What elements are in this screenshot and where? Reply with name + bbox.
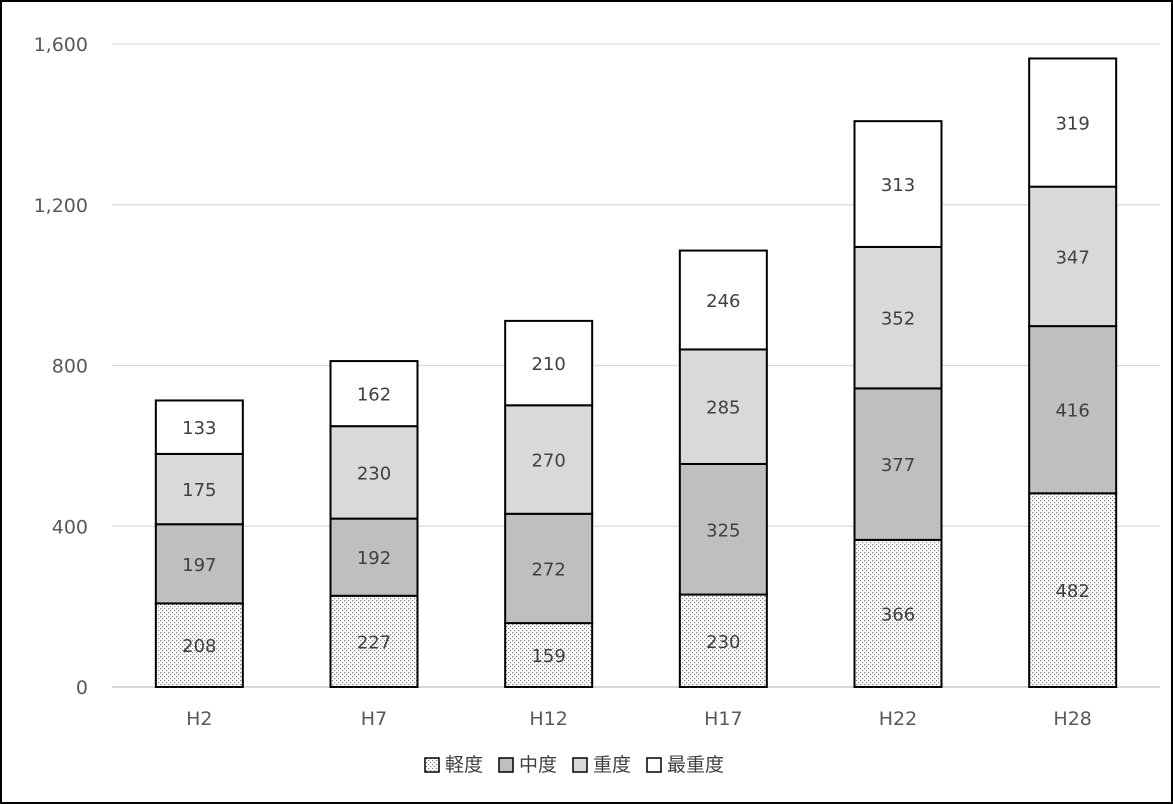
data-label: 159 (531, 646, 565, 667)
y-tick-label: 400 (52, 516, 88, 538)
x-tick-label: H7 (361, 708, 387, 730)
data-label: 352 (881, 309, 915, 330)
y-tick-label: 1,600 (34, 34, 88, 56)
bar-segment (678, 348, 768, 465)
data-label: 285 (706, 398, 740, 419)
y-tick-label: 800 (52, 356, 88, 378)
x-tick-label: H12 (529, 708, 567, 730)
bar-segment (678, 462, 768, 596)
x-tick-label: H2 (186, 708, 212, 730)
bar-segment (504, 319, 594, 407)
bar-segment (853, 245, 943, 390)
legend-item: 最重度 (646, 754, 724, 776)
data-label: 227 (357, 632, 391, 653)
bar-segment (1028, 57, 1118, 188)
data-label: 416 (1055, 401, 1089, 422)
data-label: 210 (531, 354, 565, 375)
data-label: 162 (357, 385, 391, 406)
legend-swatch (572, 757, 588, 773)
x-tick-label: H17 (704, 708, 742, 730)
data-label: 192 (357, 548, 391, 569)
legend-swatch (424, 757, 440, 773)
bar-segment (853, 387, 943, 541)
legend-item: 中度 (498, 754, 557, 776)
data-label: 270 (531, 451, 565, 472)
data-label: 133 (182, 418, 216, 439)
legend-label: 最重度 (667, 754, 724, 776)
legend-label: 軽度 (445, 754, 483, 776)
bar-segment (329, 360, 419, 428)
bar-segment (504, 622, 594, 688)
bar-segment (504, 404, 594, 515)
bar-segment (678, 593, 768, 688)
x-tick-label: H28 (1053, 708, 1091, 730)
legend-swatch (646, 757, 662, 773)
legend-item: 重度 (572, 754, 631, 776)
data-label: 175 (182, 480, 216, 501)
data-label: 313 (881, 175, 915, 196)
data-label: 208 (182, 636, 216, 657)
data-label: 246 (706, 291, 740, 312)
bar-segment (154, 602, 244, 688)
data-label: 366 (881, 604, 915, 625)
bar-segment (853, 538, 943, 688)
bar-segment (853, 120, 943, 248)
legend-swatch (498, 757, 514, 773)
bar-segment (1028, 185, 1118, 328)
data-label: 230 (357, 463, 391, 484)
data-label: 197 (182, 555, 216, 576)
y-tick-label: 0 (76, 677, 88, 699)
legend-label: 重度 (593, 754, 631, 776)
bar-segment (329, 425, 419, 520)
legend-item: 軽度 (424, 754, 483, 776)
data-label: 347 (1055, 247, 1089, 268)
data-label: 325 (706, 520, 740, 541)
bar-segment (154, 399, 244, 455)
data-label: 319 (1055, 114, 1089, 135)
data-label: 230 (706, 632, 740, 653)
data-label: 272 (531, 559, 565, 580)
bar-segment (1028, 325, 1118, 495)
bar-segment (678, 249, 768, 351)
data-label: 377 (881, 455, 915, 476)
x-tick-label: H22 (879, 708, 917, 730)
data-label: 482 (1055, 581, 1089, 602)
y-tick-label: 1,200 (34, 195, 88, 217)
bar-segment (1028, 492, 1118, 689)
legend-label: 中度 (519, 754, 557, 776)
